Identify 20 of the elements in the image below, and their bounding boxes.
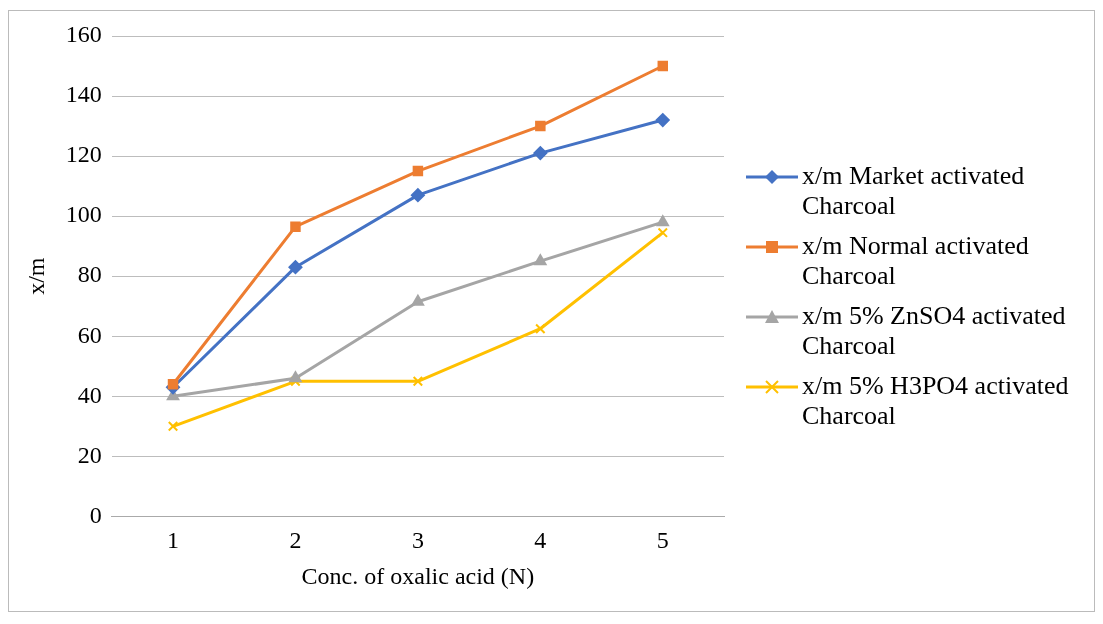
y-tick-label: 140: [65, 81, 102, 108]
x-tick-label: 5: [656, 527, 669, 554]
y-tick-label: 0: [89, 501, 102, 528]
legend-label: x/m 5% H3PO4 activated Charcoal: [802, 371, 1070, 431]
x-tick-label: 1: [167, 527, 180, 554]
y-tick-label: 60: [77, 321, 102, 348]
legend-label: x/m Market activated Charcoal: [802, 161, 1026, 221]
x-tick-label: 4: [534, 527, 547, 554]
x-axis-title: Conc. of oxalic acid (N): [301, 562, 535, 589]
y-tick-label: 80: [77, 261, 102, 288]
y-tick-label: 120: [65, 141, 102, 168]
y-tick-label: 100: [65, 201, 102, 228]
x-tick-label: 3: [411, 527, 424, 554]
y-tick-label: 20: [77, 441, 102, 468]
legend-label: x/m 5% ZnSO4 activated Charcoal: [802, 301, 1067, 361]
x-tick-label: 2: [289, 527, 302, 554]
y-axis-title: x/m: [22, 257, 49, 295]
legend-label: x/m Normal activated Charcoal: [802, 231, 1030, 291]
y-tick-label: 160: [65, 21, 102, 48]
y-tick-label: 40: [77, 381, 102, 408]
